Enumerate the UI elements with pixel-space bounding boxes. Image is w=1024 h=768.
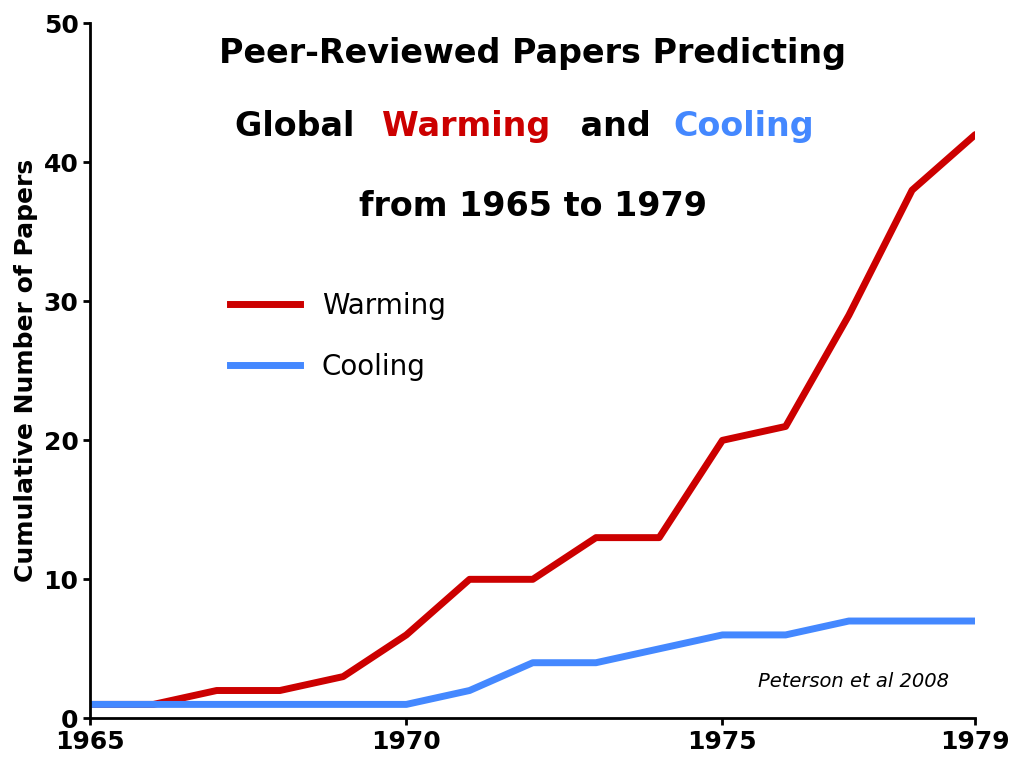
Text: and: and — [569, 111, 663, 144]
Legend: Warming, Cooling: Warming, Cooling — [219, 280, 457, 392]
Text: Peterson et al 2008: Peterson et al 2008 — [758, 671, 949, 690]
Text: Peer-Reviewed Papers Predicting: Peer-Reviewed Papers Predicting — [219, 38, 846, 71]
Text: Warming: Warming — [382, 111, 550, 144]
Y-axis label: Cumulative Number of Papers: Cumulative Number of Papers — [14, 159, 38, 582]
Text: from 1965 to 1979: from 1965 to 1979 — [358, 190, 707, 223]
Text: Cooling: Cooling — [674, 111, 814, 144]
Text: Global: Global — [236, 111, 367, 144]
